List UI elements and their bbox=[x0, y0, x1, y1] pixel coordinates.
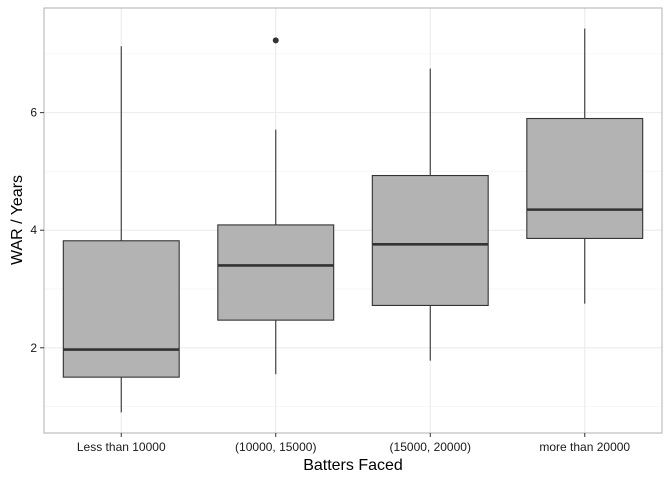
x-tick-label: Less than 10000 bbox=[77, 440, 166, 454]
box-iqr bbox=[62, 240, 180, 378]
outlier-point bbox=[272, 37, 279, 44]
box-0 bbox=[62, 46, 180, 413]
box-2 bbox=[371, 68, 489, 361]
axes: 2 4 6 Less than 10000 (10000, 15000) (15000, … bbox=[30, 106, 630, 454]
boxes bbox=[62, 28, 644, 413]
box-1 bbox=[217, 37, 335, 375]
box-iqr bbox=[526, 117, 644, 239]
y-axis-title: WAR / Years bbox=[9, 175, 26, 265]
y-tick-label: 4 bbox=[30, 223, 37, 237]
x-tick-label: (15000, 20000) bbox=[390, 440, 471, 454]
box-3 bbox=[526, 28, 644, 304]
x-tick-label: (10000, 15000) bbox=[235, 440, 316, 454]
y-tick-label: 6 bbox=[30, 106, 37, 120]
box-iqr bbox=[371, 174, 489, 306]
panel-border bbox=[43, 7, 663, 434]
y-tick-label: 2 bbox=[30, 341, 37, 355]
x-tick-label: more than 20000 bbox=[539, 440, 630, 454]
x-axis-title: Batters Faced bbox=[303, 457, 403, 474]
box-iqr bbox=[217, 224, 335, 321]
